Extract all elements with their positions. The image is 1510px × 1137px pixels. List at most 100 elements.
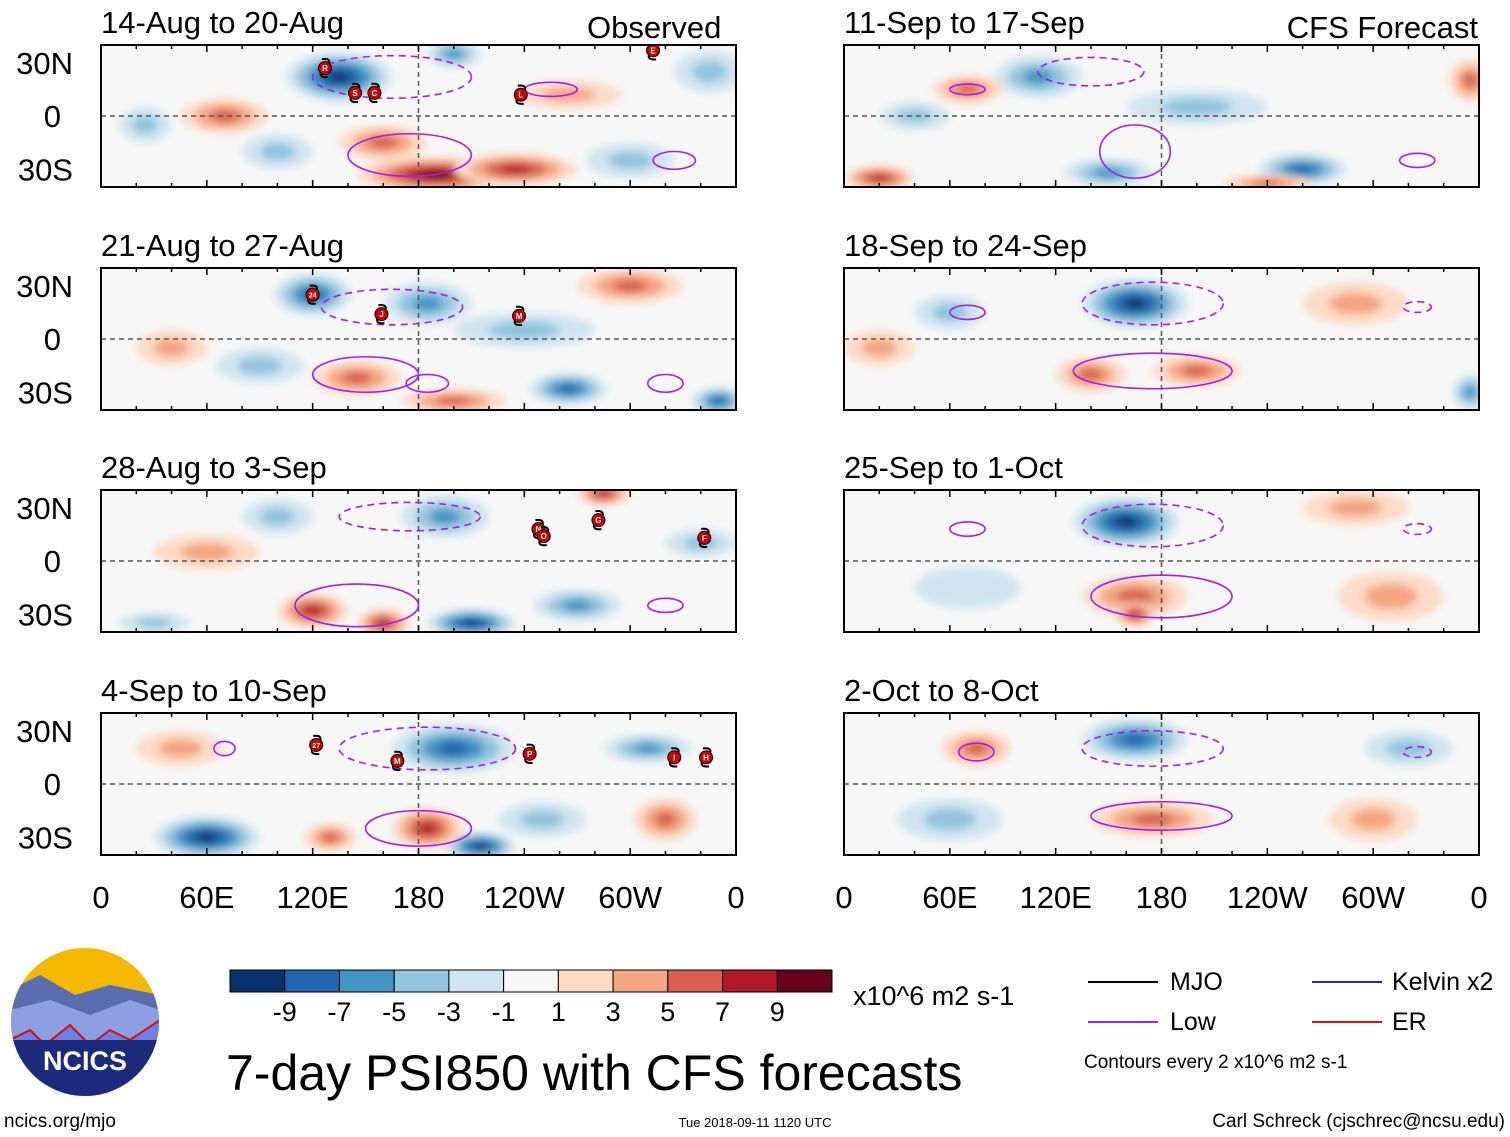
storm-marker: 27 — [309, 734, 324, 756]
low-contour — [338, 726, 517, 771]
storm-marker: S — [348, 82, 362, 104]
lat-label: 30S — [18, 597, 73, 632]
x-axis-labels: 0 60E 120E 180 120W 60W 0 0 60E 120E 180 120W 60W 0 — [92, 880, 1487, 915]
anomaly-blob — [430, 509, 460, 524]
anomaly-blob — [1079, 368, 1103, 381]
low-contour — [1090, 800, 1233, 831]
colorbar-swatch — [557, 969, 614, 993]
colorbar: -9 -7 -5 -3 -1 1 3 5 7 9 — [229, 969, 833, 1027]
lat-label: 30S — [18, 820, 73, 855]
legend-low: Low — [1170, 1008, 1217, 1036]
anomaly-blob — [444, 49, 463, 59]
colorbar-label: -5 — [382, 997, 406, 1027]
anomaly-blob — [711, 397, 725, 405]
anomaly-blob — [303, 606, 322, 616]
anomaly-blob — [259, 507, 296, 526]
lat-label: 30S — [18, 152, 73, 187]
low-contour — [949, 83, 986, 96]
low-contour — [949, 521, 986, 537]
anomaly-blob — [691, 60, 728, 83]
colorbar-label: -7 — [327, 997, 351, 1027]
low-contour — [294, 583, 420, 628]
storm-label: N — [536, 525, 542, 534]
storm-marker: H — [699, 747, 714, 768]
anomaly-blob — [861, 339, 897, 357]
anomaly-blob — [1351, 808, 1396, 831]
storm-label: M — [516, 312, 523, 321]
colorbar-units: x10^6 m2 s-1 — [853, 981, 1014, 1011]
panel-title: 4-Sep to 10-Sep — [101, 673, 327, 708]
lon-label: 120E — [1019, 880, 1091, 915]
lon-label: 60E — [179, 880, 234, 915]
legend-mjo: MJO — [1170, 968, 1223, 996]
lat-label: 30N — [16, 269, 73, 304]
lat-label: 30N — [16, 714, 73, 749]
storm-label: R — [322, 64, 328, 73]
lon-label: 180 — [1136, 880, 1188, 915]
storm-marker: M — [390, 750, 405, 772]
anomaly-blob — [1023, 69, 1053, 85]
anomaly-blob — [412, 296, 443, 311]
anomaly-blob — [612, 279, 648, 292]
storm-label: 27 — [312, 743, 320, 750]
anomaly-blob — [608, 151, 653, 170]
lon-label: 0 — [727, 880, 744, 915]
panel-title: 2-Oct to 8-Oct — [844, 673, 1039, 708]
anomaly-blob — [321, 832, 340, 842]
colorbar-label: 1 — [551, 997, 566, 1027]
colorbar-swatch — [338, 969, 395, 993]
lon-label: 120W — [1227, 880, 1309, 915]
anomaly-blob — [237, 356, 282, 375]
panel-title: 14-Aug to 20-Aug — [101, 5, 344, 40]
anomaly-blob — [654, 812, 677, 827]
storm-marker: E — [646, 45, 661, 61]
storm-label: L — [518, 91, 523, 100]
anomaly-blob — [562, 600, 592, 611]
lat-label: 0 — [44, 322, 61, 357]
footer-url[interactable]: ncics.org/mjo — [4, 1111, 116, 1132]
contours-note: Contours every 2 x10^6 m2 s-1 — [1084, 1052, 1347, 1073]
lat-label: 0 — [44, 99, 61, 134]
anomaly-blob — [1291, 165, 1314, 174]
storm-label: G — [595, 516, 601, 525]
map-panel: 14-Aug to 20-Aug R S C L E 30N 0 30S — [16, 5, 737, 188]
low-contour — [1098, 124, 1172, 179]
map-panel: 18-Sep to 24-Sep — [843, 228, 1480, 411]
anomaly-blob — [1132, 813, 1174, 826]
low-contour — [311, 54, 473, 100]
lon-label: 60W — [598, 880, 662, 915]
storm-marker: L — [513, 84, 528, 105]
anomaly-blob — [438, 742, 470, 755]
low-contour — [320, 288, 464, 326]
figure-title: 7-day PSI850 with CFS forecasts — [226, 1045, 962, 1101]
lon-label: 120W — [484, 880, 566, 915]
anomaly-blob — [1463, 73, 1478, 88]
panel-title: 21-Aug to 27-Aug — [101, 228, 344, 263]
low-contour — [1081, 281, 1225, 326]
low-contour — [347, 132, 473, 178]
storm-marker: R — [318, 57, 333, 79]
anomaly-blob — [519, 810, 565, 829]
low-contour — [338, 501, 482, 532]
storm-label: M — [394, 757, 401, 766]
storm-label: E — [650, 46, 656, 55]
colorbar-label: 9 — [770, 997, 785, 1027]
low-contour — [949, 304, 986, 321]
lat-label: 30S — [18, 375, 73, 410]
lat-label: 30N — [16, 491, 73, 526]
lat-label: 0 — [44, 767, 61, 802]
storm-label: P — [527, 750, 533, 759]
storm-marker: P — [522, 743, 537, 764]
legend: MJO Kelvin x2 Low ER Contours every 2 x1… — [1084, 968, 1493, 1073]
storm-marker: F — [697, 527, 712, 549]
anomaly-field — [896, 718, 1453, 841]
storm-label: O — [541, 532, 547, 541]
anomaly-blob — [1364, 584, 1418, 609]
colorbar-swatch — [722, 969, 778, 993]
anomaly-blob — [196, 832, 218, 842]
anomaly-blob — [1121, 734, 1149, 745]
anomaly-field — [118, 490, 736, 632]
colorbar-swatch — [776, 969, 833, 993]
